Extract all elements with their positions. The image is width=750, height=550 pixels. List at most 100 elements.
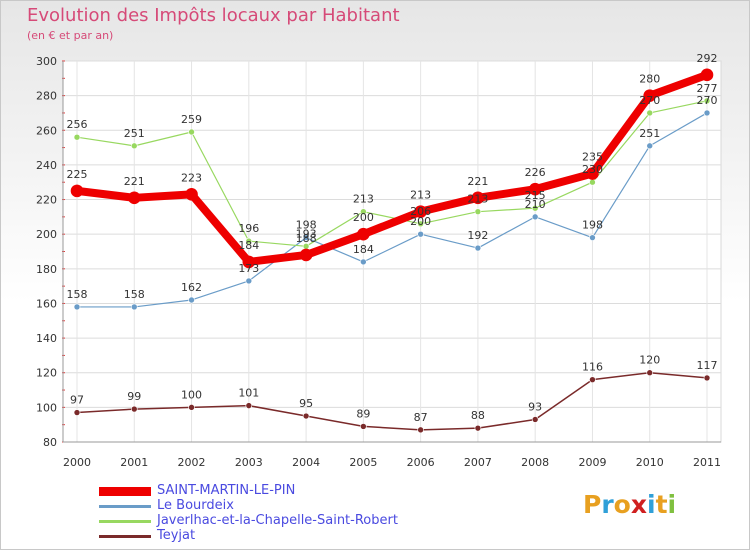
data-point [474, 244, 482, 252]
y-tick-label: 200 [36, 228, 57, 241]
data-label: 225 [67, 168, 88, 181]
data-label: 213 [467, 193, 488, 206]
legend-label: Teyjat [157, 528, 196, 543]
logo-letter: r [601, 490, 614, 519]
legend-swatch [99, 535, 151, 538]
data-point [357, 227, 370, 241]
logo-letter: o [613, 490, 631, 519]
data-label: 173 [238, 262, 259, 275]
y-tick-label: 220 [36, 194, 57, 207]
data-label: 221 [124, 175, 145, 188]
legend-label: Javerlhac-et-la-Chapelle-Saint-Robert [157, 513, 398, 528]
data-label: 215 [525, 189, 546, 202]
data-label: 251 [124, 127, 145, 140]
y-tick-label: 100 [36, 401, 57, 414]
data-label: 97 [70, 394, 84, 407]
data-point [646, 109, 654, 117]
data-label: 198 [296, 219, 317, 232]
plot-area [62, 60, 722, 443]
logo-letter: i [667, 490, 677, 519]
data-point [646, 142, 654, 150]
data-label: 158 [124, 288, 145, 301]
data-label: 221 [467, 175, 488, 188]
data-label: 192 [467, 229, 488, 242]
data-point [188, 404, 195, 411]
series-line-teyjat [76, 371, 708, 431]
x-tick-label: 2008 [521, 456, 549, 469]
logo-letter: t [655, 490, 668, 519]
series-layer [70, 68, 714, 434]
logo-letter: x [630, 490, 647, 519]
data-point [188, 128, 195, 136]
data-label: 280 [639, 73, 660, 86]
data-label: 95 [299, 397, 313, 410]
data-point [130, 303, 138, 311]
data-point [130, 405, 138, 413]
logo-letter: P [583, 490, 602, 519]
y-tick-label: 240 [36, 159, 57, 172]
y-tick-label: 120 [36, 367, 57, 380]
data-label: 235 [582, 151, 603, 164]
x-tick-label: 2001 [120, 456, 148, 469]
series-line-le-bourdeix [76, 112, 708, 308]
data-point [127, 191, 141, 205]
data-label: 256 [67, 118, 88, 131]
data-point [703, 109, 711, 117]
data-point [531, 213, 539, 221]
data-point [360, 423, 367, 430]
data-point [589, 234, 596, 241]
x-tick-label: 2000 [63, 456, 91, 469]
data-point [130, 142, 138, 150]
data-point [70, 184, 84, 198]
y-tick-label: 300 [36, 55, 57, 68]
data-label: 193 [296, 227, 317, 240]
legend-swatch [99, 520, 151, 523]
data-point [703, 374, 711, 382]
legend-label: Le Bourdeix [157, 498, 234, 513]
data-label: 223 [181, 171, 202, 184]
legend-swatch [99, 505, 151, 508]
x-tick-label: 2010 [636, 456, 664, 469]
series-line-javerlhac-et-la-chapelle-saint-robert [76, 100, 708, 247]
data-label: 87 [414, 411, 428, 424]
data-point [474, 424, 482, 432]
data-point [73, 133, 81, 141]
data-label: 277 [697, 82, 718, 95]
x-tick-label: 2004 [292, 456, 320, 469]
y-tick-label: 80 [43, 436, 57, 449]
data-point [73, 409, 81, 416]
data-label: 158 [67, 288, 88, 301]
data-label: 184 [238, 239, 259, 252]
data-label: 89 [356, 407, 370, 420]
data-point [302, 234, 310, 241]
data-point [586, 167, 599, 180]
data-point [188, 296, 195, 304]
data-label: 162 [181, 281, 202, 294]
chart-title: Evolution des Impôts locaux par Habitant [27, 5, 400, 26]
data-point [417, 230, 424, 238]
data-point [703, 97, 711, 105]
data-label: 101 [238, 387, 259, 400]
data-label: 251 [639, 127, 660, 140]
data-point [646, 369, 654, 377]
data-label: 88 [471, 409, 485, 422]
data-label: 200 [410, 215, 431, 228]
data-point [700, 68, 714, 82]
y-tick-label: 160 [36, 297, 57, 310]
y-tick-label: 280 [36, 90, 57, 103]
data-label: 188 [296, 232, 317, 245]
data-label: 116 [582, 361, 603, 374]
data-label: 210 [525, 198, 546, 211]
data-label: 99 [127, 390, 141, 403]
data-point [531, 416, 539, 423]
data-point [414, 205, 427, 218]
y-tick-label: 260 [36, 124, 57, 137]
x-tick-label: 2003 [235, 456, 263, 469]
x-tick-label: 2007 [464, 456, 492, 469]
data-label: 292 [697, 52, 718, 65]
chart-subtitle: (en € et par an) [27, 29, 114, 42]
data-labels: 97 99 100 101 95 89 87 88 93 116 120 117 158 158 162 17… [67, 52, 718, 424]
data-point [528, 182, 542, 196]
